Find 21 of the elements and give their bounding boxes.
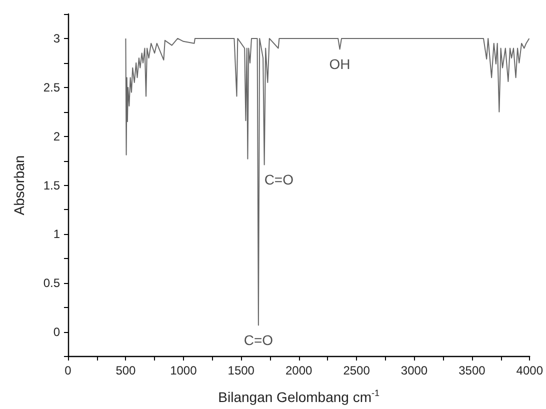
x-tick-label: 2000 <box>285 364 312 378</box>
y-tick-label: 2.5 <box>43 80 60 94</box>
x-tick-label: 500 <box>116 364 136 378</box>
y-tick-label: 1 <box>53 227 60 242</box>
x-tick-label: 1000 <box>170 364 198 378</box>
y-tick-label: 3 <box>53 31 60 46</box>
x-tick-label: 4000 <box>516 364 544 378</box>
x-tick-label: 3000 <box>400 364 428 378</box>
y-tick-label: 0.5 <box>43 276 60 290</box>
x-tick-label: 1500 <box>228 364 255 378</box>
y-tick-label: 1.5 <box>43 178 60 192</box>
x-tick-label: 3500 <box>458 364 486 378</box>
y-tick-label: 2 <box>53 129 60 144</box>
x-tick-label: 0 <box>64 364 72 378</box>
annotation: C=O <box>244 332 274 348</box>
annotation: OH <box>329 56 350 72</box>
annotation: C=O <box>264 172 294 188</box>
line-series <box>125 38 530 326</box>
x-tick-label: 2500 <box>343 364 370 378</box>
y-axis-title: Absorban <box>11 155 27 216</box>
y-tick-label: 0 <box>53 325 60 340</box>
